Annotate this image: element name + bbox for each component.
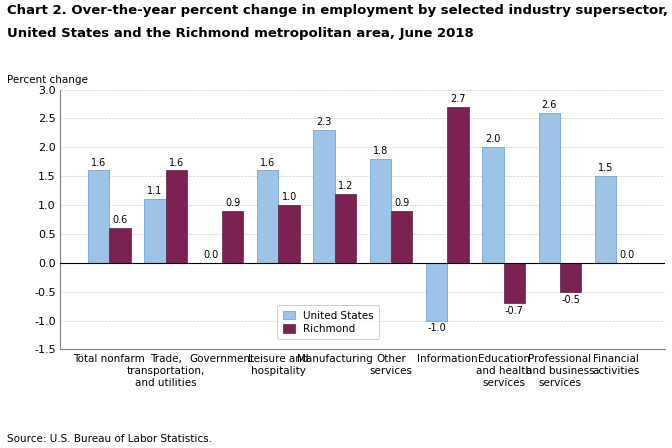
Bar bbox=[504, 263, 525, 303]
Text: 2.7: 2.7 bbox=[450, 94, 466, 104]
Text: 1.5: 1.5 bbox=[598, 164, 614, 173]
Bar bbox=[110, 228, 131, 263]
Text: United States and the Richmond metropolitan area, June 2018: United States and the Richmond metropoli… bbox=[7, 27, 474, 40]
Bar bbox=[370, 159, 391, 263]
Bar bbox=[257, 170, 278, 263]
Bar bbox=[391, 211, 413, 263]
Text: 1.6: 1.6 bbox=[169, 158, 184, 168]
Bar bbox=[595, 176, 616, 263]
Text: 2.3: 2.3 bbox=[317, 117, 332, 127]
Text: 0.9: 0.9 bbox=[225, 198, 241, 208]
Text: 0.0: 0.0 bbox=[620, 250, 635, 260]
Text: 1.0: 1.0 bbox=[282, 192, 297, 202]
Bar bbox=[222, 211, 243, 263]
Text: 0.9: 0.9 bbox=[394, 198, 409, 208]
Text: -1.0: -1.0 bbox=[427, 323, 446, 333]
Text: 0.0: 0.0 bbox=[204, 250, 219, 260]
Text: 1.6: 1.6 bbox=[91, 158, 106, 168]
Text: 2.6: 2.6 bbox=[542, 100, 557, 110]
Text: 1.6: 1.6 bbox=[260, 158, 276, 168]
Text: 0.6: 0.6 bbox=[112, 215, 128, 225]
Text: -0.5: -0.5 bbox=[561, 295, 580, 305]
Bar bbox=[144, 199, 166, 263]
Text: 1.8: 1.8 bbox=[373, 146, 388, 156]
Bar bbox=[426, 263, 448, 321]
Text: 1.1: 1.1 bbox=[147, 186, 163, 196]
Legend: United States, Richmond: United States, Richmond bbox=[278, 306, 379, 339]
Bar bbox=[560, 263, 581, 292]
Bar bbox=[448, 107, 469, 263]
Bar bbox=[166, 170, 187, 263]
Bar bbox=[88, 170, 110, 263]
Bar bbox=[335, 194, 356, 263]
Text: Chart 2. Over-the-year percent change in employment by selected industry superse: Chart 2. Over-the-year percent change in… bbox=[7, 4, 668, 17]
Text: -0.7: -0.7 bbox=[505, 306, 524, 316]
Text: 1.2: 1.2 bbox=[338, 181, 353, 191]
Bar bbox=[313, 130, 335, 263]
Text: Percent change: Percent change bbox=[7, 75, 87, 85]
Text: 2.0: 2.0 bbox=[485, 134, 501, 144]
Bar bbox=[482, 147, 504, 263]
Text: Source: U.S. Bureau of Labor Statistics.: Source: U.S. Bureau of Labor Statistics. bbox=[7, 434, 212, 444]
Bar bbox=[539, 113, 560, 263]
Bar bbox=[278, 205, 300, 263]
